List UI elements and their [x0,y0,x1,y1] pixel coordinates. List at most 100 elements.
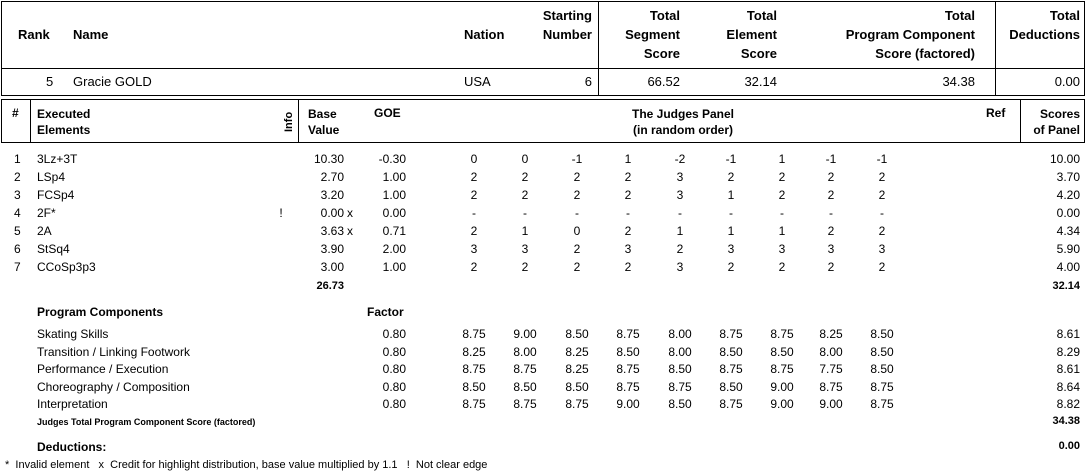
judge-score: - [472,206,476,220]
judge-score: -1 [876,152,888,166]
element-panel-score: 5.90 [1056,242,1080,256]
judge-score: 2 [827,260,835,274]
summary-col-divider [598,1,599,96]
component-judge-score: 8.75 [719,397,743,412]
component-judge-score: 8.75 [462,362,486,377]
component-judge-score: 8.50 [513,379,537,394]
element-base-value: 3.90 [320,242,344,256]
component-judge-score: 8.50 [565,379,589,394]
ref-header: Ref [986,106,1006,120]
judge-score: 2 [827,170,835,184]
element-number: 1 [14,152,21,166]
judge-score: 2 [827,224,835,238]
judge-score: 2 [778,170,786,184]
skater-starting-number: 6 [584,74,592,89]
component-panel-score: 8.82 [1056,397,1080,412]
element-goe: 2.00 [382,242,406,256]
judge-score: 2 [470,188,478,202]
judge-score: 1 [778,152,786,166]
judge-score: - [829,206,833,220]
component-judge-score: 8.00 [668,327,692,341]
component-judge-score: 9.00 [819,397,843,412]
judge-score: 3 [521,242,529,256]
nation-header: Nation [464,27,505,42]
component-factor: 0.80 [382,397,406,412]
element-goe: -0.30 [378,152,406,166]
tes-total: 32.14 [1052,280,1080,292]
executed-elements-header: Executed Elements [37,107,91,137]
judge-score: 2 [827,188,835,202]
summary-header-box [1,1,1085,96]
judges-panel-header: The Judges Panel (in random order) [631,107,735,137]
header-col-divider [298,99,299,143]
component-judge-score: 8.50 [870,327,894,341]
component-judge-score: 8.50 [616,344,640,359]
judge-score: 2 [573,242,581,256]
judge-score: 2 [573,260,581,274]
header-col-divider [1020,99,1021,143]
judge-score: 2 [521,260,529,274]
component-panel-score: 8.61 [1056,327,1080,341]
judge-score: 2 [878,224,886,238]
judge-score: -1 [825,152,837,166]
judge-score: 1 [624,152,632,166]
component-name: Transition / Linking Footwork [37,344,190,359]
component-judge-score: 8.75 [616,362,640,377]
component-name: Skating Skills [37,327,109,341]
judge-score: - [880,206,884,220]
component-judge-score: 8.75 [719,362,743,377]
judge-score: 2 [624,260,632,274]
component-judge-score: 8.50 [668,397,692,412]
judge-score: - [729,206,733,220]
starting-number-header: Starting Number [542,8,592,42]
judge-score: 3 [778,242,786,256]
component-factor: 0.80 [382,344,406,359]
component-judge-score: 8.25 [565,362,589,377]
component-judge-score: 8.75 [565,397,589,412]
component-judge-score: 9.00 [770,379,794,394]
judge-score: -2 [674,152,686,166]
element-name: 3Lz+3T [37,152,78,166]
judge-score: - [780,206,784,220]
judge-score: 2 [624,224,632,238]
component-judge-score: 8.50 [870,344,894,359]
pcs-header: Total Program Component Score (factored) [845,8,975,61]
element-name: 2F* [37,206,56,220]
element-panel-score: 3.70 [1056,170,1080,184]
component-judge-score: 8.75 [513,397,537,412]
element-base-value: 3.20 [320,188,344,202]
skater-name: Gracie GOLD [73,74,152,89]
deductions-label: Deductions: [37,440,107,454]
component-judge-score: 8.25 [565,344,589,359]
judge-score: 2 [878,260,886,274]
judge-score: 0 [573,224,581,238]
component-panel-score: 8.64 [1056,379,1080,394]
component-judge-score: 8.75 [462,327,486,341]
element-info: ! [279,206,283,220]
judge-score: 2 [727,170,735,184]
component-judge-score: 8.00 [819,344,843,359]
judge-score: 1 [521,224,529,238]
element-x-marker: x [347,206,353,220]
rank-header: Rank [18,27,50,42]
judge-score: 2 [521,188,529,202]
element-base-value: 3.00 [320,260,344,274]
elements-header-box [1,99,1085,143]
name-header: Name [73,27,109,42]
element-name: LSp4 [37,170,66,184]
judge-score: - [523,206,527,220]
judge-score: 2 [470,170,478,184]
element-number: 7 [14,260,21,274]
component-name: Choreography / Composition [37,379,190,394]
element-goe: 1.00 [382,170,406,184]
component-judge-score: 9.00 [616,397,640,412]
base-value-header: Base Value [308,107,340,137]
component-judge-score: 7.75 [819,362,843,377]
judge-score: 3 [624,242,632,256]
skater-nation: USA [464,74,491,89]
element-goe: 0.71 [382,224,406,238]
summary-divider [1,68,1085,69]
judge-score: 0 [470,152,478,166]
judge-score: 2 [624,170,632,184]
judge-score: 3 [470,242,478,256]
